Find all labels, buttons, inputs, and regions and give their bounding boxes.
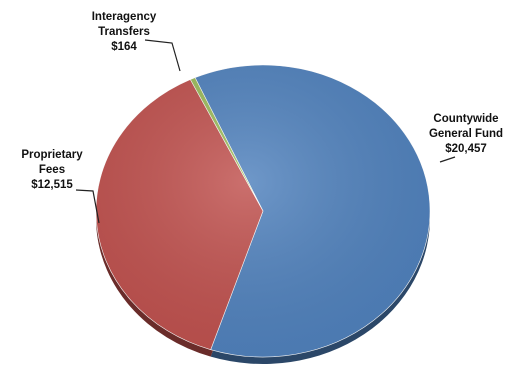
slice-label-line: Fees xyxy=(39,164,65,176)
leader-line xyxy=(439,156,456,163)
slice-label-line: Countywide xyxy=(433,113,498,125)
leader-line xyxy=(75,189,100,224)
slice-label-line: Transfers xyxy=(98,26,150,38)
slice-label: Countywide General Fund $20,457 xyxy=(429,113,503,155)
slice-label-line: Proprietary xyxy=(21,149,83,161)
slice-label-line: Interagency xyxy=(92,11,157,23)
slice-label-line: $20,457 xyxy=(445,143,487,155)
slice-label-line: $12,515 xyxy=(31,179,73,191)
slice-label: Interagency Transfers $164 xyxy=(92,11,157,53)
slice-labels: Countywide General Fund $20,457 Proprietary… xyxy=(21,11,503,191)
slice-label: Proprietary Fees $12,515 xyxy=(21,149,83,191)
leader-lines xyxy=(75,39,456,224)
pie-slices xyxy=(95,64,431,358)
leader-line xyxy=(144,39,181,72)
slice-label-line: General Fund xyxy=(429,128,503,140)
slice-label-line: $164 xyxy=(111,41,137,53)
